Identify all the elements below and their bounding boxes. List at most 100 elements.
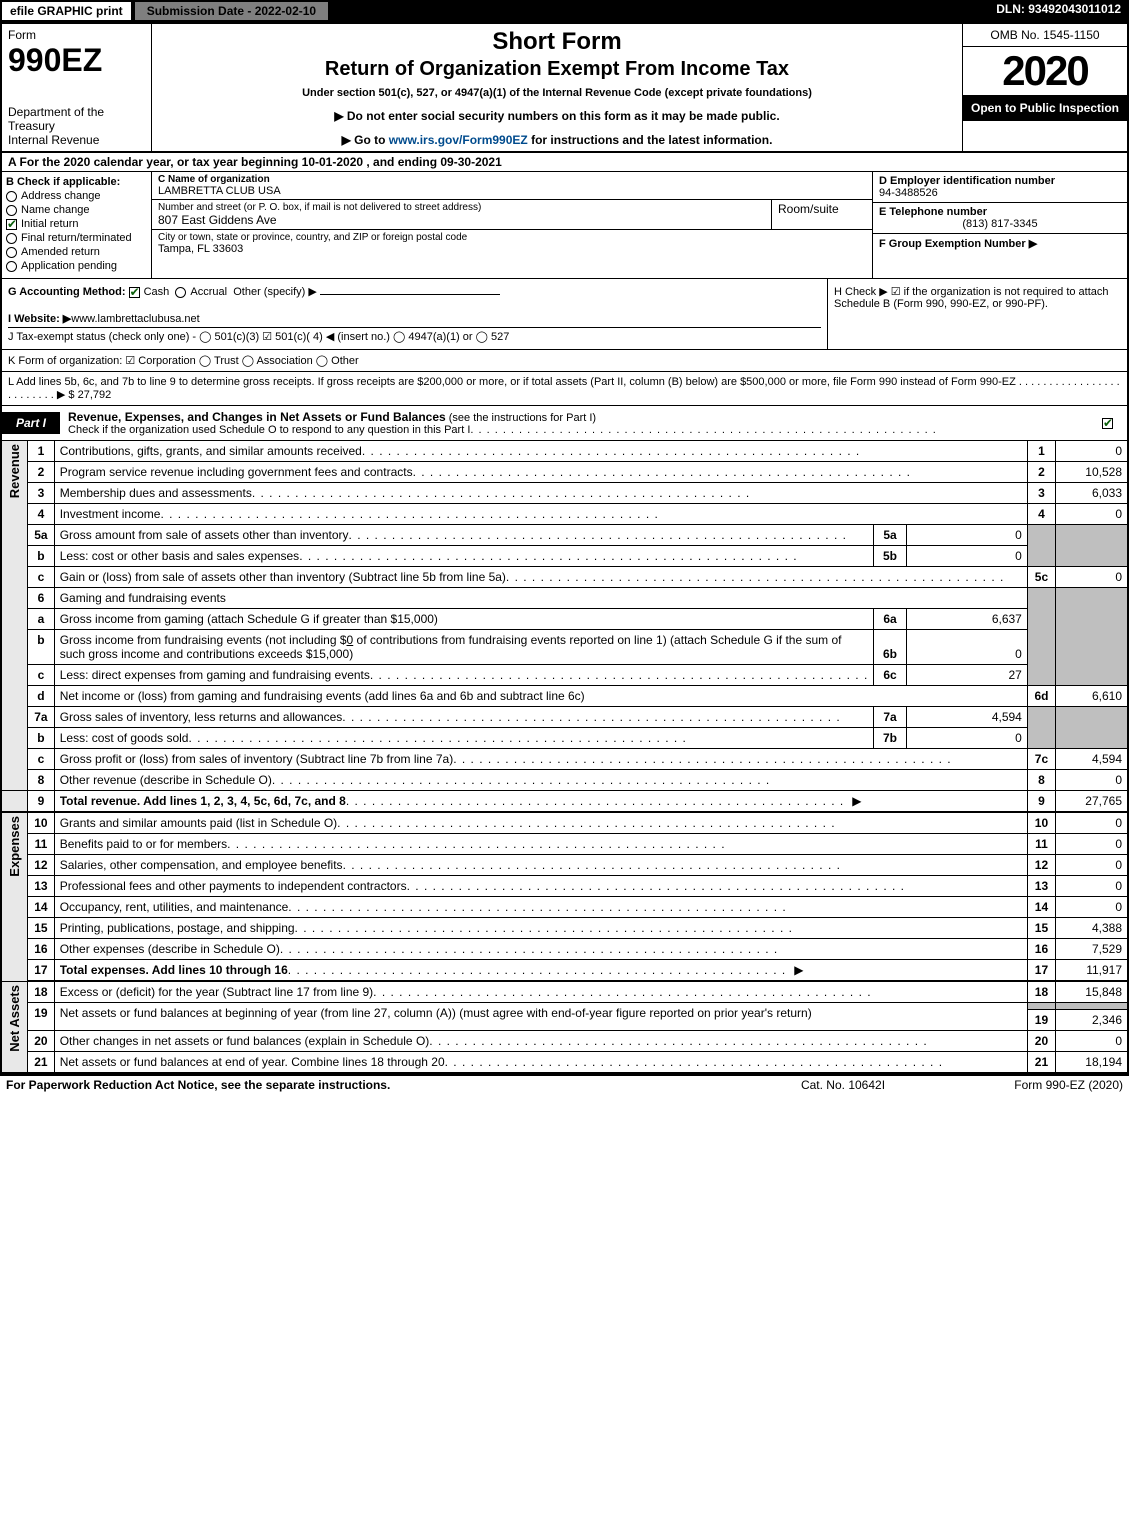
phone-value: (813) 817-3345: [879, 218, 1121, 230]
box-b-item-label: Initial return: [21, 218, 78, 230]
title-return: Return of Organization Exempt From Incom…: [158, 58, 956, 81]
line9-val: 27,765: [1056, 791, 1127, 813]
box-def: D Employer identification number 94-3488…: [872, 172, 1127, 278]
form-label: Form: [8, 28, 145, 42]
efile-label[interactable]: efile GRAPHIC print: [0, 0, 133, 22]
box-b-item-label: Name change: [21, 204, 90, 216]
line6-desc: Gaming and fundraising events: [54, 588, 1027, 609]
line13-desc: Professional fees and other payments to …: [60, 879, 407, 893]
line20-val: 0: [1056, 1031, 1127, 1052]
box-b-checkbox[interactable]: [6, 247, 17, 258]
box-b-checkbox[interactable]: [6, 191, 17, 202]
lines-table: Revenue 1Contributions, gifts, grants, a…: [2, 441, 1127, 1074]
line2-desc: Program service revenue including govern…: [60, 465, 413, 479]
box-b: B Check if applicable: Address changeNam…: [2, 172, 152, 278]
line15-desc: Printing, publications, postage, and shi…: [60, 921, 295, 935]
line7c-val: 4,594: [1056, 749, 1127, 770]
part1-label: Part I: [2, 412, 60, 434]
box-b-item-label: Amended return: [21, 246, 100, 258]
box-b-checkbox[interactable]: [6, 219, 17, 230]
line7b-val: 0: [906, 728, 1027, 749]
line3-desc: Membership dues and assessments: [60, 486, 252, 500]
accrual-label: Accrual: [190, 286, 227, 298]
irs-link[interactable]: www.irs.gov/Form990EZ: [389, 133, 528, 147]
omb-number: OMB No. 1545-1150: [963, 24, 1127, 47]
line11-val: 0: [1056, 834, 1127, 855]
j-tax-exempt: J Tax-exempt status (check only one) - ◯…: [8, 328, 821, 343]
line11-desc: Benefits paid to or for members: [60, 837, 227, 851]
line5a-desc: Gross amount from sale of assets other t…: [60, 528, 349, 542]
k-org-form: K Form of organization: ☑ Corporation ◯ …: [2, 350, 1127, 372]
line17-val: 11,917: [1056, 960, 1127, 982]
line15-val: 4,388: [1056, 918, 1127, 939]
website-label: I Website: ▶: [8, 313, 71, 325]
side-netassets: Net Assets: [7, 985, 22, 1052]
footer-left: For Paperwork Reduction Act Notice, see …: [6, 1078, 743, 1092]
group-exempt-label: F Group Exemption Number ▶: [879, 237, 1121, 250]
line7a-desc: Gross sales of inventory, less returns a…: [60, 710, 343, 724]
line17-desc: Total expenses. Add lines 10 through 16: [60, 963, 288, 977]
line5a-val: 0: [906, 525, 1027, 546]
ein-label: D Employer identification number: [879, 175, 1121, 187]
line2-val: 10,528: [1056, 462, 1127, 483]
line4-desc: Investment income: [60, 507, 161, 521]
line7b-desc: Less: cost of goods sold: [60, 731, 189, 745]
box-b-checkbox[interactable]: [6, 205, 17, 216]
line8-desc: Other revenue (describe in Schedule O): [60, 773, 272, 787]
row-a-taxyear: A For the 2020 calendar year, or tax yea…: [2, 153, 1127, 172]
cash-checkbox[interactable]: [129, 287, 140, 298]
line14-val: 0: [1056, 897, 1127, 918]
addr-label: Number and street (or P. O. box, if mail…: [158, 202, 765, 213]
subtitle-section: Under section 501(c), 527, or 4947(a)(1)…: [158, 87, 956, 99]
part1-check: Check if the organization used Schedule …: [68, 424, 470, 436]
city-label: City or town, state or province, country…: [158, 232, 866, 243]
org-name: LAMBRETTA CLUB USA: [158, 185, 866, 197]
room-suite-label: Room/suite: [772, 200, 872, 229]
line3-val: 6,033: [1056, 483, 1127, 504]
line5c-desc: Gain or (loss) from sale of assets other…: [60, 570, 506, 584]
line6a-desc: Gross income from gaming (attach Schedul…: [60, 612, 438, 626]
line6d-desc: Net income or (loss) from gaming and fun…: [60, 689, 585, 703]
ein-value: 94-3488526: [879, 187, 1121, 199]
accrual-checkbox[interactable]: [175, 287, 186, 298]
cash-label: Cash: [144, 286, 170, 298]
box-b-checkbox[interactable]: [6, 261, 17, 272]
line8-val: 0: [1056, 770, 1127, 791]
line12-val: 0: [1056, 855, 1127, 876]
line14-desc: Occupancy, rent, utilities, and maintena…: [60, 900, 289, 914]
box-b-checkbox[interactable]: [6, 233, 17, 244]
addr-value: 807 East Giddens Ave: [158, 213, 765, 227]
phone-label: E Telephone number: [879, 206, 1121, 218]
box-b-item-label: Final return/terminated: [21, 232, 132, 244]
line5b-desc: Less: cost or other basis and sales expe…: [60, 549, 299, 563]
side-expenses: Expenses: [7, 816, 22, 877]
line9-desc: Total revenue. Add lines 1, 2, 3, 4, 5c,…: [60, 794, 346, 808]
top-bar: efile GRAPHIC print Submission Date - 20…: [0, 0, 1129, 22]
website-value[interactable]: www.lambrettaclubusa.net: [71, 313, 199, 325]
form-number: 990EZ: [8, 42, 145, 79]
line7c-desc: Gross profit or (loss) from sales of inv…: [60, 752, 453, 766]
box-b-item-label: Address change: [21, 190, 101, 202]
line5b-val: 0: [906, 546, 1027, 567]
form-container: Form 990EZ Department of the Treasury In…: [0, 22, 1129, 1076]
line21-desc: Net assets or fund balances at end of ye…: [60, 1055, 445, 1069]
part1-checkbox[interactable]: [1102, 418, 1113, 429]
part1-title-small: (see the instructions for Part I): [446, 412, 596, 424]
footer-cat: Cat. No. 10642I: [743, 1078, 943, 1092]
line4-val: 0: [1056, 504, 1127, 525]
line6a-val: 6,637: [906, 609, 1027, 630]
org-name-label: C Name of organization: [158, 174, 866, 185]
tax-year: 2020: [963, 47, 1127, 95]
subtitle-ssn: ▶ Do not enter social security numbers o…: [158, 109, 956, 123]
city-value: Tampa, FL 33603: [158, 243, 866, 255]
side-revenue: Revenue: [7, 444, 22, 498]
footer: For Paperwork Reduction Act Notice, see …: [0, 1076, 1129, 1094]
line6b-desc: Gross income from fundraising events (no…: [60, 633, 347, 647]
subtitle-goto: ▶ Go to www.irs.gov/Form990EZ for instru…: [158, 133, 956, 147]
dept-label: Department of the Treasury Internal Reve…: [8, 105, 145, 147]
g-label: G Accounting Method:: [8, 286, 126, 298]
dln: DLN: 93492043011012: [988, 0, 1129, 22]
line19-val: 2,346: [1056, 1010, 1127, 1031]
line20-desc: Other changes in net assets or fund bala…: [60, 1034, 430, 1048]
part1-title: Revenue, Expenses, and Changes in Net As…: [68, 410, 446, 424]
